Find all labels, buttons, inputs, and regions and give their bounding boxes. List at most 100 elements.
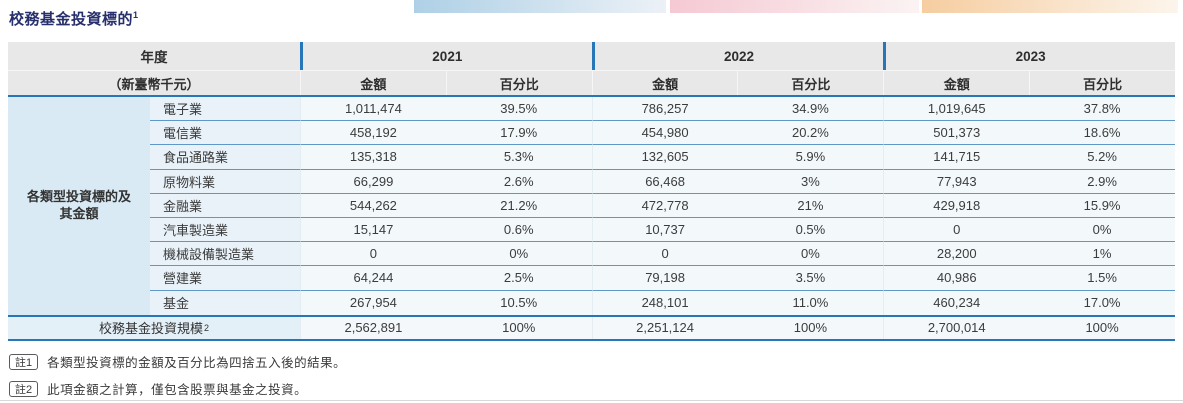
investment-table: 年度 2021 2022 2023 （新臺幣千元） 金額 百分比 金額 百分比 … [8, 42, 1175, 341]
amount-2022-cell: 454,980 [591, 121, 738, 146]
amount-2021-cell: 1,011,474 [300, 97, 446, 122]
amount-2021-cell: 135,318 [300, 145, 446, 170]
total-label: 校務基金投資規模 2 [8, 316, 300, 339]
total-footnote-ref: 2 [204, 322, 210, 333]
amount-2021-cell: 267,954 [300, 290, 446, 315]
percent-2021-cell: 0% [445, 242, 592, 267]
page-title: 校務基金投資標的1 [9, 8, 139, 29]
percent-2023-cell: 1.5% [1029, 266, 1175, 291]
percent-2021-cell: 0.6% [445, 217, 592, 243]
footnote-1-badge: 註1 [9, 353, 39, 370]
percent-2022-cell: 3.5% [737, 266, 884, 291]
total-percent-2021: 100% [445, 316, 592, 339]
percent-2022-cell: 34.9% [737, 97, 884, 122]
footnote-1-text: 各類型投資標的金額及百分比為四捨五入後的結果。 [47, 356, 347, 370]
amount-2022-cell: 0 [591, 242, 738, 267]
amount-2023-cell: 1,019,645 [883, 97, 1030, 122]
percent-2023-cell: 17.0% [1029, 290, 1175, 315]
total-amount-2023: 2,700,014 [883, 316, 1030, 339]
header-amount-2023: 金額 [883, 71, 1029, 95]
percent-2022-cell: 3% [737, 169, 884, 194]
percent-2021-cell: 2.5% [445, 266, 592, 291]
footnote-1: 註1 各類型投資標的金額及百分比為四捨五入後的結果。 [9, 352, 346, 371]
industry-label: 電子業 [150, 97, 300, 122]
percent-2023-cell: 1% [1029, 242, 1175, 267]
percent-2023-cell: 15.9% [1029, 193, 1175, 218]
percent-2023-cell: 2.9% [1029, 169, 1175, 194]
percent-2021-cell: 10.5% [445, 290, 592, 315]
footnote-2-badge: 註2 [9, 380, 39, 397]
industry-label: 汽車製造業 [150, 217, 300, 243]
percent-2023-cell: 18.6% [1029, 121, 1175, 146]
decor-strip-orange [922, 0, 1178, 13]
header-percent-2022: 百分比 [737, 71, 883, 95]
amount-2022-cell: 472,778 [591, 193, 738, 218]
header-year-2021: 2021 [300, 42, 592, 70]
percent-2023-cell: 5.2% [1029, 145, 1175, 170]
amount-2023-cell: 460,234 [883, 290, 1030, 315]
amount-2023-cell: 501,373 [883, 121, 1030, 146]
percent-2022-cell: 21% [737, 193, 884, 218]
amount-2022-cell: 66,468 [591, 169, 738, 194]
header-amount-2021: 金額 [300, 71, 446, 95]
header-percent-2023: 百分比 [1029, 71, 1175, 95]
header-amount-2022: 金額 [591, 71, 738, 95]
percent-2021-cell: 39.5% [445, 97, 592, 122]
footnote-2: 註2 此項金額之計算，僅包含股票與基金之投資。 [9, 379, 346, 398]
total-percent-2022: 100% [737, 316, 884, 339]
industry-label: 原物料業 [150, 169, 300, 194]
percent-2022-cell: 0.5% [737, 217, 884, 243]
percent-2022-cell: 20.2% [737, 121, 884, 146]
group-label: 各類型投資標的及 其金額 [8, 97, 150, 315]
amount-2021-cell: 544,262 [300, 193, 446, 218]
amount-2023-cell: 28,200 [883, 242, 1030, 267]
percent-2023-cell: 37.8% [1029, 97, 1175, 122]
industry-label: 食品通路業 [150, 145, 300, 170]
industry-label: 電信業 [150, 121, 300, 146]
decor-strip-blue [414, 0, 666, 13]
amount-2023-cell: 77,943 [883, 169, 1030, 194]
amount-2022-cell: 248,101 [591, 290, 738, 315]
footnote-2-text: 此項金額之計算，僅包含股票與基金之投資。 [47, 383, 308, 397]
page-bottom-divider [0, 400, 1183, 401]
amount-2022-cell: 10,737 [591, 217, 738, 243]
header-year-label: 年度 [140, 50, 168, 65]
table-header-columns-row: （新臺幣千元） 金額 百分比 金額 百分比 金額 百分比 [8, 71, 1175, 97]
decor-strip-pink [670, 0, 919, 13]
amount-2021-cell: 15,147 [300, 217, 446, 243]
table-total-row: 校務基金投資規模 2 2,562,891 100% 2,251,124 100% … [8, 314, 1175, 341]
industry-label: 營建業 [150, 266, 300, 291]
total-percent-2023: 100% [1029, 316, 1175, 339]
page-title-text: 校務基金投資標的 [9, 11, 134, 28]
amount-2023-cell: 0 [883, 217, 1030, 243]
percent-2022-cell: 5.9% [737, 145, 884, 170]
percent-2021-cell: 5.3% [445, 145, 592, 170]
amount-2023-cell: 429,918 [883, 193, 1030, 218]
percent-2022-cell: 0% [737, 242, 884, 267]
total-amount-2022: 2,251,124 [591, 316, 738, 339]
industry-label: 基金 [150, 290, 300, 315]
amount-2021-cell: 66,299 [300, 169, 446, 194]
amount-2023-cell: 40,986 [883, 266, 1030, 291]
amount-2023-cell: 141,715 [883, 145, 1030, 170]
percent-2022-cell: 11.0% [737, 290, 884, 315]
footnotes: 註1 各類型投資標的金額及百分比為四捨五入後的結果。 註2 此項金額之計算，僅包… [9, 352, 346, 403]
amount-2022-cell: 79,198 [591, 266, 738, 291]
industry-label: 機械設備製造業 [150, 242, 300, 267]
amount-2021-cell: 0 [300, 242, 446, 267]
industry-label: 金融業 [150, 193, 300, 218]
amount-2022-cell: 132,605 [591, 145, 738, 170]
page-title-footnote-ref: 1 [133, 10, 139, 20]
header-percent-2021: 百分比 [445, 71, 592, 95]
amount-2021-cell: 64,244 [300, 266, 446, 291]
percent-2021-cell: 2.6% [445, 169, 592, 194]
percent-2021-cell: 17.9% [445, 121, 592, 146]
header-unit-label: （新臺幣千元） [108, 76, 200, 92]
table-header-years-row: 年度 2021 2022 2023 [8, 42, 1175, 71]
percent-2023-cell: 0% [1029, 217, 1175, 243]
amount-2021-cell: 458,192 [300, 121, 446, 146]
header-year-2022: 2022 [591, 42, 884, 70]
table-body: 各類型投資標的及 其金額 電子業 1,011,474 39.5% 786,257… [8, 97, 1175, 315]
total-amount-2021: 2,562,891 [300, 316, 446, 339]
